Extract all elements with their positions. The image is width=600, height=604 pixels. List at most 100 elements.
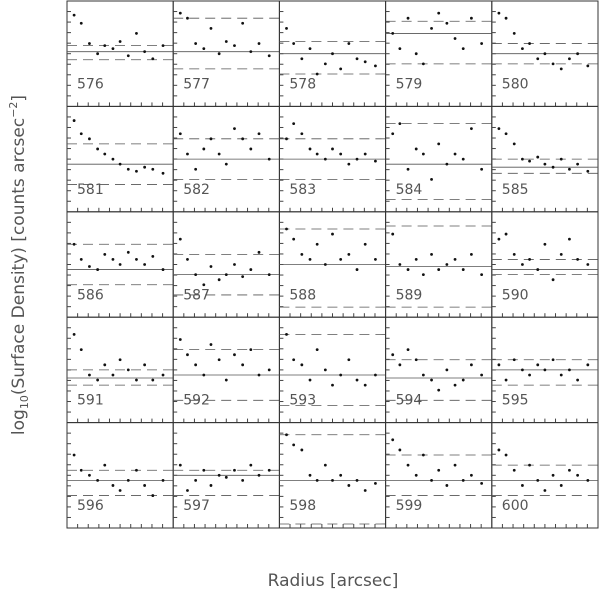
data-point [209,137,213,141]
data-point [461,478,465,482]
data-point [347,162,351,166]
panel-label: 584 [396,182,423,198]
data-point [300,57,304,61]
data-point [249,268,253,271]
data-point [551,473,555,477]
data-point [430,252,433,256]
panel-label: 586 [77,287,104,303]
data-point [194,42,198,45]
data-point [512,358,516,362]
data-point [103,152,107,156]
data-point [151,254,155,258]
data-point [233,263,236,266]
data-point [347,358,351,362]
data-point [453,152,457,156]
data-point [355,378,359,382]
data-point [267,157,271,161]
data-point [126,250,130,254]
data-point [315,242,319,246]
data-point [406,463,410,467]
data-point [178,132,182,136]
data-point [111,484,115,487]
y-axis-label: log10(Surface Density) [counts arcsec−2] [7,95,31,435]
data-point [143,165,147,169]
data-point [96,52,100,56]
data-point [257,373,261,377]
data-point [453,383,457,387]
data-point [470,16,473,20]
data-point [118,489,122,492]
data-point [374,64,377,68]
data-point [497,127,501,131]
data-point [126,368,130,372]
data-point [300,363,304,367]
data-point [414,258,418,261]
data-point [363,152,367,156]
data-point [161,478,165,482]
data-point [559,373,563,377]
data-point [504,132,508,136]
data-point [79,348,83,352]
data-point [445,484,449,487]
data-point [430,378,433,382]
data-point [470,363,473,367]
data-point [528,159,531,163]
data-point [543,368,547,372]
data-point [445,368,449,372]
data-point [323,62,327,66]
data-point [96,378,100,382]
data-point [453,258,457,261]
data-point [292,237,296,241]
data-point [430,478,433,482]
data-point [559,67,563,71]
data-point [217,473,221,477]
data-point [586,363,590,367]
data-point [143,50,147,54]
data-point [461,157,465,161]
data-point [186,16,189,20]
data-point [421,273,425,277]
data-point [391,438,395,442]
data-point [586,478,590,482]
data-point [194,167,198,171]
data-point [363,60,367,64]
data-point [576,378,580,382]
data-point [257,250,261,254]
data-point [292,443,296,447]
data-point [331,383,334,387]
data-point [521,368,524,372]
data-point [285,26,288,30]
data-point [586,263,590,266]
data-point [355,57,359,61]
data-point [72,242,76,246]
panel-label: 577 [183,76,210,92]
data-point [161,44,165,47]
data-point [453,37,457,40]
data-point [241,478,245,482]
data-point [118,358,122,362]
panel-label: 591 [77,393,104,409]
data-point [126,478,130,482]
data-point [257,473,261,477]
data-point [257,132,261,136]
data-point [194,273,198,277]
data-point [568,468,571,472]
data-point [88,265,91,268]
data-point [186,152,189,156]
data-point [96,147,100,151]
data-point [151,494,155,497]
data-point [414,358,418,362]
data-point [103,44,107,47]
data-point [79,258,83,261]
data-point [406,167,410,171]
data-point [480,167,484,171]
data-point [267,468,271,472]
data-point [512,142,516,146]
data-point [202,468,206,472]
data-point [111,258,115,261]
data-point [178,338,182,341]
data-point [414,52,418,56]
y-label-sub: 10 [18,395,31,409]
data-point [347,252,351,256]
data-point [536,268,540,271]
